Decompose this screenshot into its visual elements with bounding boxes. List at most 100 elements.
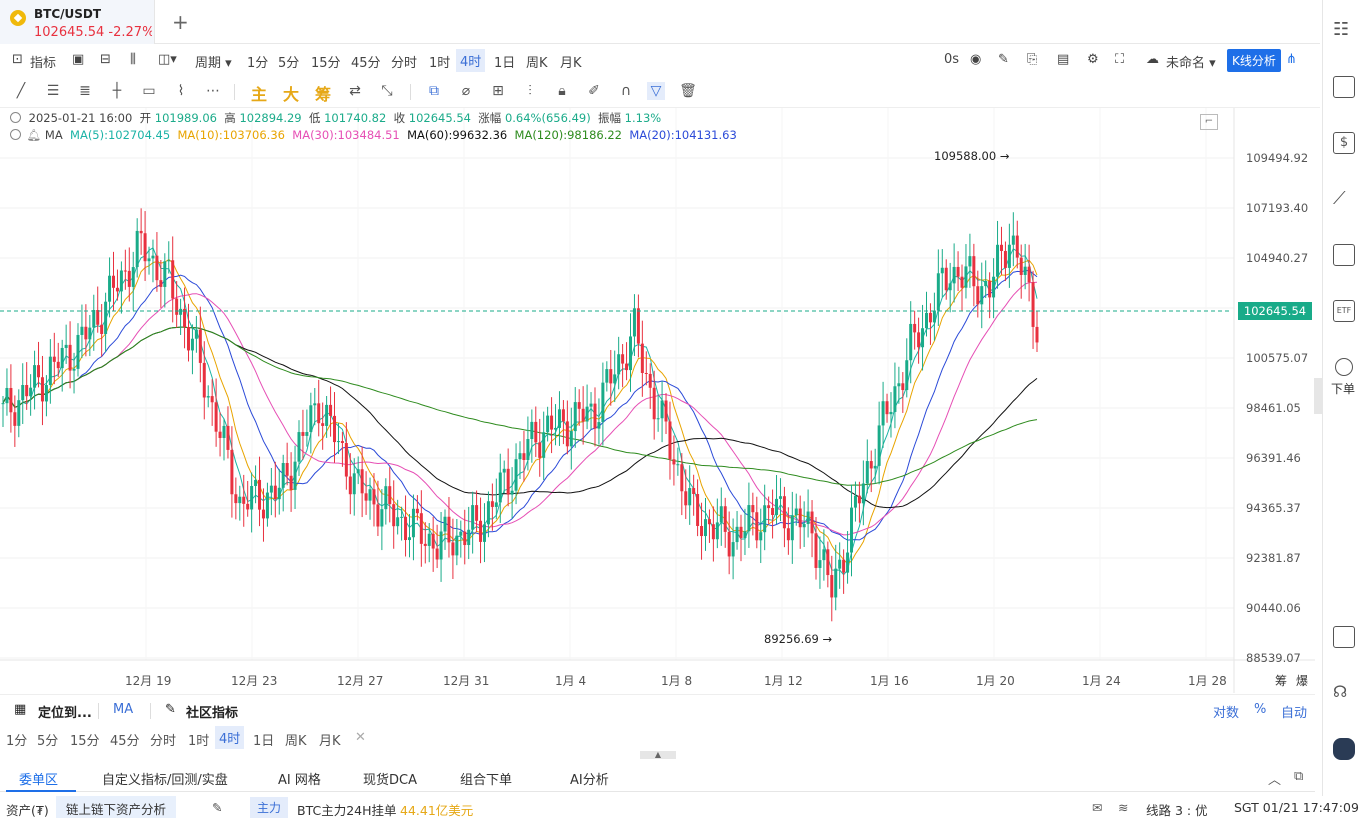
etf-icon[interactable]: ETF bbox=[1333, 300, 1355, 322]
collapse-legend-icon[interactable]: ⌐ bbox=[1200, 114, 1218, 130]
message-icon[interactable]: ✉ bbox=[1092, 800, 1103, 815]
tab-ai-analysis[interactable]: AI分析 bbox=[570, 773, 609, 788]
interval-month[interactable]: 月K bbox=[560, 56, 582, 71]
indicator-button[interactable]: 指标 bbox=[30, 56, 57, 71]
order-icon[interactable] bbox=[1335, 358, 1353, 376]
chip-toggle[interactable]: 筹 bbox=[1275, 674, 1288, 688]
magnet-icon[interactable]: ∩ bbox=[620, 83, 632, 99]
interval-4h[interactable]: 4时 bbox=[215, 726, 245, 749]
interval-15m[interactable]: 15分 bbox=[311, 56, 341, 71]
interval-timeshare[interactable]: 分时 bbox=[391, 56, 418, 71]
horizontal-line-icon[interactable]: ┼ bbox=[112, 83, 122, 99]
interval-1d[interactable]: 1日 bbox=[253, 734, 275, 749]
line-status[interactable]: 线路 3 : 优 bbox=[1146, 803, 1208, 818]
big-order-tool[interactable]: 大 bbox=[283, 85, 300, 104]
sidebar-collapse-handle[interactable] bbox=[1314, 378, 1322, 414]
headset-icon[interactable]: ☊ bbox=[1333, 682, 1348, 701]
collapse-icon[interactable] bbox=[10, 129, 21, 140]
template-icon[interactable]: ⊟ bbox=[100, 52, 111, 67]
cloud-icon[interactable]: ☁ bbox=[1146, 52, 1159, 67]
chart-style-icon[interactable]: ◫▾ bbox=[158, 52, 177, 67]
interval-1h[interactable]: 1时 bbox=[188, 734, 210, 749]
ma-indicator-button[interactable]: MA bbox=[113, 702, 134, 717]
kline-analysis-button[interactable]: K线分析 bbox=[1227, 49, 1281, 72]
interval-month[interactable]: 月K bbox=[319, 734, 341, 749]
chevron-up-icon[interactable]: ︿ bbox=[1268, 773, 1282, 788]
edit-list-icon[interactable]: ✐ bbox=[588, 83, 600, 99]
assets-label[interactable]: 资产(₮) bbox=[6, 803, 49, 818]
interval-timeshare[interactable]: 分时 bbox=[150, 734, 177, 749]
monitor-icon[interactable] bbox=[1333, 244, 1355, 266]
community-icon[interactable]: ✎ bbox=[165, 702, 176, 717]
interval-45m[interactable]: 45分 bbox=[110, 734, 140, 749]
interval-15m[interactable]: 15分 bbox=[70, 734, 100, 749]
channel-icon[interactable]: ≣ bbox=[79, 83, 91, 99]
brush-icon[interactable]: ⌇ bbox=[177, 83, 185, 99]
popout-icon[interactable]: ⧉ bbox=[1294, 769, 1304, 784]
interval-45m[interactable]: 45分 bbox=[351, 56, 381, 71]
settings-gear-icon[interactable]: ⚙ bbox=[1087, 52, 1099, 67]
fullscreen-icon[interactable]: ⛶ bbox=[1115, 52, 1125, 67]
log-scale-button[interactable]: 对数 bbox=[1213, 706, 1240, 721]
interval-week[interactable]: 周K bbox=[526, 56, 548, 71]
share-icon[interactable]: ⋔ bbox=[1286, 52, 1297, 67]
calendar-icon[interactable]: ▣ bbox=[72, 52, 85, 67]
interval-week[interactable]: 周K bbox=[285, 734, 307, 749]
document-icon[interactable] bbox=[1333, 76, 1355, 98]
window-icon[interactable] bbox=[1333, 626, 1355, 648]
pencil-icon[interactable]: ✎ bbox=[998, 52, 1009, 67]
trash-icon[interactable]: 🗑︎ bbox=[679, 83, 697, 99]
interval-1h[interactable]: 1时 bbox=[429, 56, 451, 71]
locate-button[interactable]: 定位到... bbox=[38, 706, 92, 721]
more-icon[interactable]: ⋯ bbox=[206, 83, 220, 99]
trend-chart-icon[interactable]: ⟋ bbox=[1333, 188, 1346, 209]
interval-5m[interactable]: 5分 bbox=[37, 734, 59, 749]
edit-icon[interactable]: ✎ bbox=[212, 800, 223, 815]
lock-icon[interactable]: 🔒︎ bbox=[558, 83, 566, 99]
place-order-label[interactable]: 下单 bbox=[1331, 382, 1356, 396]
tab-spot-dca[interactable]: 现货DCA bbox=[363, 773, 417, 788]
candle-type-icon[interactable]: ⫼ bbox=[130, 52, 136, 67]
add-tab-plus-icon[interactable]: + bbox=[172, 10, 189, 34]
interval-1m[interactable]: 1分 bbox=[247, 56, 269, 71]
liquidation-toggle[interactable]: 爆 bbox=[1296, 674, 1309, 688]
panel-expand-handle[interactable]: ▲ bbox=[640, 751, 676, 759]
trendline-icon[interactable]: ╱ bbox=[16, 83, 26, 99]
close-icon[interactable]: ✕ bbox=[355, 730, 366, 745]
camera-icon[interactable]: ◉ bbox=[970, 52, 982, 67]
community-indicator-button[interactable]: 社区指标 bbox=[186, 706, 239, 721]
percent-scale-button[interactable]: % bbox=[1254, 702, 1267, 717]
tab-combo-order[interactable]: 组合下单 bbox=[460, 773, 513, 788]
collapse-icon[interactable] bbox=[10, 112, 21, 123]
tab-custom-indicator[interactable]: 自定义指标/回测/实盘 bbox=[102, 773, 228, 788]
measure-icon[interactable]: ⌀ bbox=[461, 83, 471, 99]
compare-icon[interactable]: ⇄ bbox=[349, 83, 361, 99]
robot-assistant-icon[interactable] bbox=[1333, 738, 1355, 760]
layout-icon[interactable]: ▤ bbox=[1057, 52, 1070, 67]
rectangle-icon[interactable]: ▭ bbox=[142, 83, 156, 99]
candlestick-chart[interactable] bbox=[0, 108, 1315, 693]
bell-icon[interactable]: 🔔︎ bbox=[26, 128, 42, 142]
ruler-icon[interactable]: ⤡ bbox=[381, 83, 393, 99]
tab-orders[interactable]: 委单区 bbox=[19, 773, 59, 788]
interval-1d[interactable]: 1日 bbox=[494, 56, 516, 71]
indicator-icon[interactable]: ⊡ bbox=[12, 52, 23, 67]
chip-tool[interactable]: 筹 bbox=[315, 85, 332, 104]
alert-rule-icon[interactable]: ⊞ bbox=[492, 83, 504, 99]
interval-5m[interactable]: 5分 bbox=[278, 56, 300, 71]
copy-icon[interactable]: ⧉ bbox=[429, 83, 439, 99]
interval-1m[interactable]: 1分 bbox=[6, 734, 28, 749]
auto-scale-button[interactable]: 自动 bbox=[1281, 706, 1308, 721]
filter-icon[interactable]: ▽ bbox=[647, 82, 665, 100]
parallel-lines-icon[interactable]: ☰ bbox=[46, 83, 60, 99]
note-icon[interactable]: ⎘ bbox=[1027, 52, 1038, 67]
list-icon[interactable]: ☷ bbox=[1333, 19, 1350, 40]
period-dropdown[interactable]: 周期 ▾ bbox=[195, 56, 232, 71]
candle-pattern-icon[interactable]: ⫶ bbox=[528, 83, 532, 99]
interval-4h[interactable]: 4时 bbox=[456, 49, 486, 72]
dollar-file-icon[interactable]: $ bbox=[1333, 132, 1355, 154]
main-force-tool[interactable]: 主 bbox=[251, 85, 268, 104]
symbol-tab[interactable]: BTC/USDT 102645.54 -2.27% bbox=[0, 0, 155, 44]
layout-name-dropdown[interactable]: 未命名 ▾ bbox=[1166, 56, 1216, 71]
calendar-icon[interactable]: ▦ bbox=[14, 702, 27, 717]
